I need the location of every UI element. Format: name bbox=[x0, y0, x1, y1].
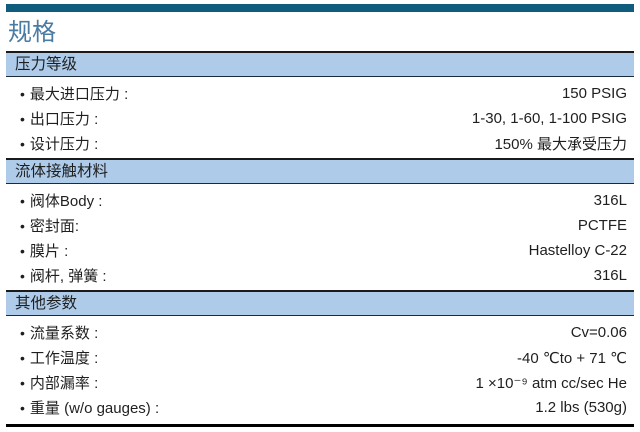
row-label: 阀杆, 弹簧 : bbox=[29, 268, 107, 285]
spec-row: • 设计压力 : 150% 最大承受压力 bbox=[6, 131, 634, 156]
spec-row: • 密封面: PCTFE bbox=[6, 213, 634, 238]
section-other-parameters: 其他参数 • 流量系数 : Cv=0.06 • 工作温度 : -40 ℃to +… bbox=[6, 290, 634, 422]
row-value: -40 ℃to + 71 ℃ bbox=[517, 349, 627, 367]
spec-row: • 工作温度 : -40 ℃to + 71 ℃ bbox=[6, 345, 634, 370]
row-label: 重量 (w/o gauges) : bbox=[29, 400, 160, 417]
bullet-icon: • bbox=[20, 192, 25, 209]
spec-row: • 出口压力 : 1-30, 1-60, 1-100 PSIG bbox=[6, 106, 634, 131]
bullet-icon: • bbox=[20, 242, 25, 259]
row-label: 膜片 : bbox=[29, 243, 69, 260]
row-label: 设计压力 : bbox=[29, 136, 99, 153]
spec-row: • 内部漏率 : 1 ×10⁻⁹ atm cc/sec He bbox=[6, 370, 634, 395]
bullet-icon: • bbox=[20, 267, 25, 284]
row-label: 流量系数 : bbox=[29, 325, 99, 342]
page-title: 规格 bbox=[8, 20, 56, 46]
section-rows: • 阀体Body : 316L • 密封面: PCTFE • 膜片 : Hast… bbox=[6, 184, 634, 290]
bullet-icon: • bbox=[20, 349, 25, 366]
spec-row: • 阀体Body : 316L bbox=[6, 188, 634, 213]
section-header: 流体接触材料 bbox=[6, 158, 634, 184]
spec-row: • 最大进口压力 : 150 PSIG bbox=[6, 81, 634, 106]
row-label: 最大进口压力 : bbox=[29, 86, 129, 103]
top-accent-bar bbox=[6, 4, 634, 12]
bullet-icon: • bbox=[20, 324, 25, 341]
section-rows: • 流量系数 : Cv=0.06 • 工作温度 : -40 ℃to + 71 ℃… bbox=[6, 316, 634, 422]
row-value: 1-30, 1-60, 1-100 PSIG bbox=[471, 110, 627, 127]
spec-row: • 流量系数 : Cv=0.06 bbox=[6, 320, 634, 345]
spec-row: • 重量 (w/o gauges) : 1.2 lbs (530g) bbox=[6, 395, 634, 420]
bullet-icon: • bbox=[20, 399, 25, 416]
row-value: 1 ×10⁻⁹ atm cc/sec He bbox=[475, 374, 628, 392]
row-value: 316L bbox=[593, 267, 627, 284]
row-value: Cv=0.06 bbox=[570, 324, 627, 341]
section-rows: • 最大进口压力 : 150 PSIG • 出口压力 : 1-30, 1-60,… bbox=[6, 77, 634, 158]
bullet-icon: • bbox=[20, 374, 25, 391]
bullet-icon: • bbox=[20, 217, 25, 234]
spec-row: • 阀杆, 弹簧 : 316L bbox=[6, 263, 634, 288]
section-pressure-rating: 压力等级 • 最大进口压力 : 150 PSIG • 出口压力 : 1-30, … bbox=[6, 51, 634, 158]
section-header: 其他参数 bbox=[6, 290, 634, 316]
row-value: 1.2 lbs (530g) bbox=[535, 399, 627, 416]
row-value: Hastelloy C-22 bbox=[528, 242, 627, 259]
spec-row: • 膜片 : Hastelloy C-22 bbox=[6, 238, 634, 263]
bullet-icon: • bbox=[20, 85, 25, 102]
row-label: 出口压力 : bbox=[29, 111, 99, 128]
section-wetted-materials: 流体接触材料 • 阀体Body : 316L • 密封面: PCTFE • 膜片… bbox=[6, 158, 634, 290]
bottom-rule bbox=[6, 424, 634, 427]
row-value: PCTFE bbox=[577, 217, 627, 234]
bullet-icon: • bbox=[20, 110, 25, 127]
row-label: 密封面: bbox=[29, 218, 80, 235]
row-value: 150% 最大承受压力 bbox=[494, 136, 627, 153]
section-header: 压力等级 bbox=[6, 51, 634, 77]
row-value: 150 PSIG bbox=[561, 85, 627, 102]
row-label: 内部漏率 : bbox=[29, 375, 99, 392]
row-value: 316L bbox=[593, 192, 627, 209]
bullet-icon: • bbox=[20, 135, 25, 152]
row-label: 阀体Body : bbox=[29, 193, 103, 210]
row-label: 工作温度 : bbox=[29, 350, 99, 367]
